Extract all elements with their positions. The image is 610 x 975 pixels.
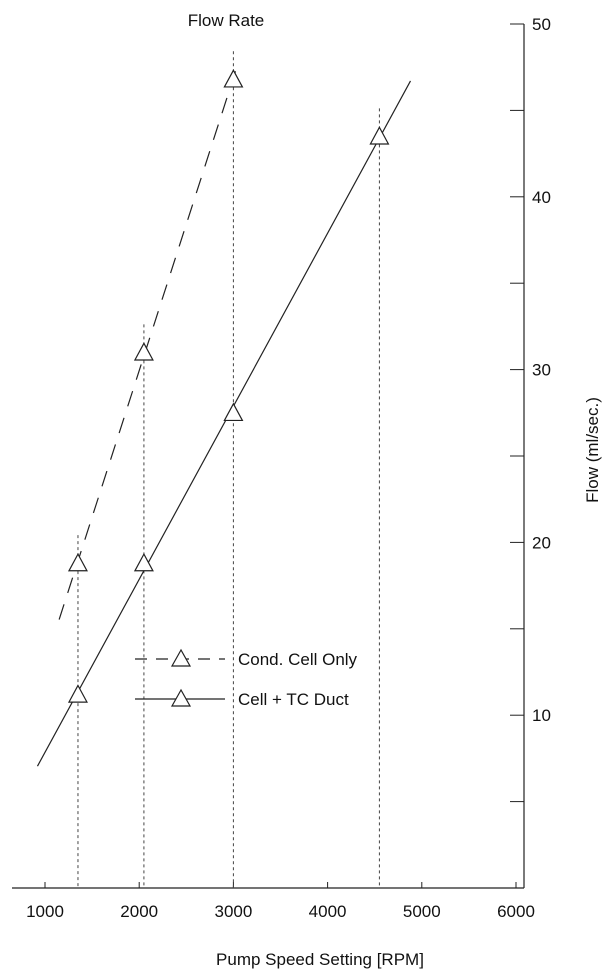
y-tick-label: 50 — [532, 15, 551, 34]
x-tick-label: 1000 — [26, 902, 64, 921]
y-tick-label: 20 — [532, 533, 551, 552]
data-point-cell-tc-duct — [133, 552, 154, 572]
y-axis-label: Flow (ml/sec.) — [583, 397, 602, 503]
vertical-guides — [77, 51, 380, 888]
x-tick-label: 2000 — [120, 902, 158, 921]
legend-label-cell-tc-duct: Cell + TC Duct — [238, 690, 349, 709]
x-axis-label: Pump Speed Setting [RPM] — [216, 950, 424, 969]
y-tick-label: 10 — [532, 706, 551, 725]
legend-label-cond-cell-only: Cond. Cell Only — [238, 650, 358, 669]
chart-title: Flow Rate — [188, 11, 265, 30]
x-tick-label: 5000 — [403, 902, 441, 921]
x-tick-labels: 1000 2000 3000 4000 5000 6000 — [26, 902, 535, 921]
data-point-cell-tc-duct — [67, 684, 88, 703]
data-point-cell-tc-duct — [369, 126, 390, 145]
data-point-cond-cell-only — [133, 342, 154, 361]
y-tick-label: 30 — [532, 361, 551, 380]
y-tick-labels: 10 20 30 40 50 — [532, 15, 551, 725]
data-point-cell-tc-duct — [223, 402, 244, 422]
x-tick-label: 3000 — [214, 902, 252, 921]
x-tick-label: 4000 — [309, 902, 347, 921]
axes — [12, 23, 525, 889]
series-line-cond-cell-only — [58, 68, 237, 620]
legend-marker-cell-tc-duct — [170, 688, 192, 707]
y-tick-label: 40 — [532, 188, 551, 207]
legend-marker-cond-cell-only — [170, 648, 192, 667]
legend: Cond. Cell Only Cell + TC Duct — [135, 648, 358, 709]
series-line-cell-tc-duct — [36, 80, 412, 767]
x-tick-label: 6000 — [497, 902, 535, 921]
series-group — [36, 68, 412, 767]
data-point-cond-cell-only — [223, 69, 244, 88]
data-point-cond-cell-only — [67, 552, 88, 572]
